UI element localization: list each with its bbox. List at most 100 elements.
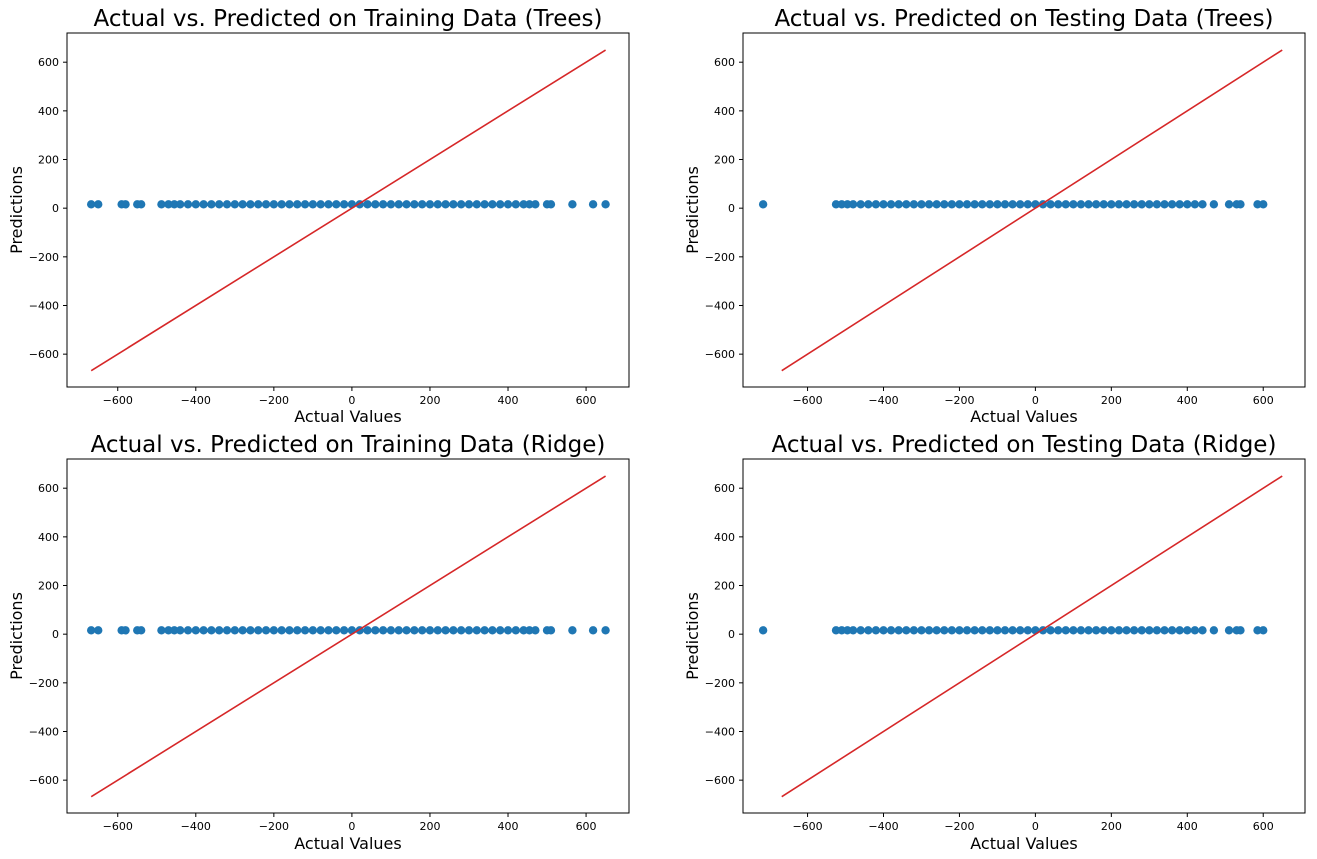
y-tick-label: 600 <box>38 56 59 69</box>
scatter-point <box>985 626 995 635</box>
scatter-point <box>1198 200 1207 209</box>
scatter-point <box>894 200 903 209</box>
scatter-point <box>601 626 610 635</box>
scatter-point <box>962 626 972 635</box>
scatter-point <box>1122 200 1131 209</box>
y-tick-label: 0 <box>728 202 735 215</box>
x-tick-label: −600 <box>103 820 133 833</box>
scatter-point <box>1114 626 1124 635</box>
scatter-point <box>191 200 200 209</box>
x-tick-label: 400 <box>1177 820 1198 833</box>
x-tick-label: 200 <box>1101 394 1122 407</box>
scatter-point <box>519 200 528 209</box>
x-tick-label: −600 <box>792 394 822 407</box>
scatter-point <box>378 200 388 209</box>
scatter-point <box>1175 626 1184 635</box>
scatter-point <box>441 200 450 209</box>
scatter-point <box>1023 200 1032 209</box>
scatter-point <box>1084 200 1093 209</box>
scatter-point <box>1183 626 1192 635</box>
scatter-point <box>978 200 987 209</box>
x-tick-label: −200 <box>944 394 974 407</box>
plot-area: −600 −400 −200 0 200 400 600 −600 −400 −200 0 200 40… <box>29 458 630 833</box>
y-tick-label: 0 <box>728 628 735 641</box>
scatter-point <box>1129 200 1139 209</box>
scatter-point <box>121 626 130 635</box>
scatter-point <box>254 200 263 209</box>
scatter-point <box>293 626 302 635</box>
scatter-point <box>230 200 240 209</box>
scatter-point <box>1122 626 1131 635</box>
scatter-point <box>924 200 934 209</box>
scatter-point <box>1046 200 1055 209</box>
scatter-point <box>1114 200 1124 209</box>
scatter-point <box>1008 626 1017 635</box>
scatter-point <box>1137 626 1146 635</box>
scatter-point <box>164 200 173 209</box>
scatter-point <box>970 626 979 635</box>
scatter-point <box>339 200 349 209</box>
scatter-point <box>978 626 987 635</box>
scatter-point <box>246 626 255 635</box>
y-tick-label: 200 <box>38 580 59 593</box>
scatter-point <box>269 626 279 635</box>
y-tick-label: −600 <box>29 774 59 787</box>
scatter-point <box>871 626 881 635</box>
scatter-point <box>1175 200 1184 209</box>
scatter-point <box>215 626 224 635</box>
scatter-point <box>183 200 193 209</box>
scatter-point <box>1069 200 1078 209</box>
scatter-point <box>525 626 534 635</box>
scatter-point <box>568 200 577 209</box>
x-tick-label: −400 <box>868 820 898 833</box>
scatter-point <box>425 626 435 635</box>
scatter-point <box>464 626 474 635</box>
scatter-point <box>546 626 556 635</box>
scatter-point <box>947 200 957 209</box>
scatter-point <box>1145 626 1154 635</box>
scatter-point <box>879 200 888 209</box>
scatter-point <box>324 626 333 635</box>
scatter-point <box>1099 626 1108 635</box>
scatter-point <box>363 626 372 635</box>
scatter-point <box>1053 200 1063 209</box>
scatter-point <box>254 626 263 635</box>
scatter-point <box>1190 626 1200 635</box>
scatter-point <box>1016 200 1025 209</box>
scatter-point <box>962 200 972 209</box>
x-tick-label: 600 <box>576 394 597 407</box>
scatter-point <box>332 200 341 209</box>
scatter-point <box>886 626 896 635</box>
scatter-point <box>238 200 247 209</box>
scatter-point <box>511 200 521 209</box>
scatter-point <box>293 200 302 209</box>
scatter-point <box>386 200 396 209</box>
scatter-point <box>121 200 130 209</box>
scatter-point <box>394 626 403 635</box>
scatter-point <box>1061 200 1070 209</box>
scatter-point <box>86 626 96 635</box>
y-tick-label: −200 <box>29 677 59 690</box>
scatter-point <box>433 200 442 209</box>
scatter-point <box>568 626 577 635</box>
scatter-point <box>871 200 881 209</box>
scatter-point <box>985 200 995 209</box>
scatter-point <box>1099 200 1108 209</box>
y-tick-label: −200 <box>705 677 735 690</box>
scatter-point <box>1091 626 1101 635</box>
scatter-point <box>94 200 103 209</box>
scatter-point <box>909 200 919 209</box>
axes-frame <box>742 458 1306 814</box>
identity-line <box>90 475 607 798</box>
scatter-point <box>449 200 458 209</box>
scatter-point <box>230 626 240 635</box>
scatter-point <box>503 200 513 209</box>
scatter-point <box>378 626 388 635</box>
scatter-point <box>339 626 349 635</box>
scatter-point <box>316 626 325 635</box>
scatter-point <box>1167 626 1177 635</box>
scatter-point <box>371 626 380 635</box>
scatter-point <box>1069 626 1078 635</box>
scatter-point <box>1000 200 1010 209</box>
scatter-point <box>1023 626 1032 635</box>
